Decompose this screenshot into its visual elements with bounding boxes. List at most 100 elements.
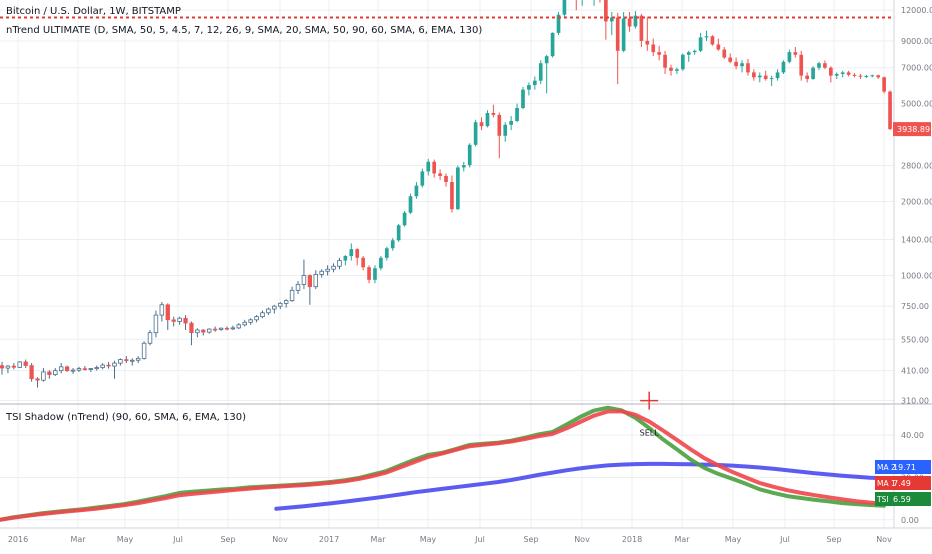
candle-body <box>834 74 839 76</box>
pane-separators <box>0 0 932 529</box>
time-tick-label: Sep <box>523 535 538 544</box>
candle-body <box>686 52 691 55</box>
indicator-title[interactable]: nTrend ULTIMATE (D, SMA, 50, 5, 4.5, 7, … <box>6 25 483 36</box>
candle-body <box>479 122 484 127</box>
time-tick-label: May <box>117 535 134 544</box>
ma1-label: MA 1 <box>877 479 896 488</box>
candle-body <box>787 52 792 62</box>
candle-body <box>124 359 129 362</box>
price-tick-label: 9000.00 <box>901 37 932 46</box>
time-tick-label: Nov <box>574 535 590 544</box>
candle-body <box>82 368 88 370</box>
candle-body <box>379 257 383 269</box>
candle-body <box>343 255 348 261</box>
osc-tick-label: 0.00 <box>901 516 919 525</box>
candle-body <box>106 364 111 367</box>
time-tick-label: Sep <box>826 535 841 544</box>
candle-body <box>177 317 182 322</box>
ma2-value: 19.71 <box>893 463 916 472</box>
candle-body <box>373 268 377 280</box>
ma1-badge <box>875 476 931 490</box>
symbol-title[interactable]: Bitcoin / U.S. Dollar, 1W, BITSTAMP <box>6 6 181 17</box>
candle-body <box>130 359 135 362</box>
time-tick-label: Sep <box>220 535 235 544</box>
sell-label: SELL <box>640 429 660 438</box>
candle-body <box>88 368 94 370</box>
candle-body <box>799 54 804 76</box>
candle-body <box>195 329 200 334</box>
candle-body <box>657 52 661 55</box>
candle-body <box>420 171 425 186</box>
osc-tick-label: 40.00 <box>901 431 924 440</box>
candle-body <box>76 368 82 371</box>
time-tick-label: Jul <box>172 535 183 544</box>
time-tick-label: 2018 <box>622 535 642 544</box>
candle-body <box>544 56 549 64</box>
candle-body <box>651 44 656 53</box>
candle-body <box>396 225 401 241</box>
candle-body <box>728 57 733 62</box>
candle-body <box>556 14 561 33</box>
candle-body <box>645 40 650 45</box>
candle-body <box>604 0 608 22</box>
candle-body <box>538 63 543 81</box>
price-tick-label: 12000.00 <box>901 6 932 15</box>
candle-body <box>272 305 277 310</box>
candle-body <box>710 36 715 45</box>
ma1-line <box>0 409 886 522</box>
price-tick-label: 410.00 <box>901 367 929 376</box>
candle-body <box>319 270 324 275</box>
price-tick-label: 1000.00 <box>901 271 932 280</box>
ma2-line <box>274 461 886 511</box>
ma2-badge <box>875 460 931 474</box>
price-tick-label: 750.00 <box>901 302 929 311</box>
tsi-badge <box>875 492 931 506</box>
candle-body <box>23 361 28 366</box>
candle-body <box>615 17 620 51</box>
candle-body <box>485 113 490 127</box>
candle-body <box>882 77 886 92</box>
candle-body <box>17 361 22 368</box>
candle-body <box>793 52 798 55</box>
time-tick-label: May <box>725 535 742 544</box>
value-badges: 3938.89 MA 219.71 MA 17.49 TSI 6.59 <box>875 122 931 506</box>
candle-body <box>266 308 271 314</box>
candle-body <box>361 257 365 268</box>
candle-body <box>438 173 442 176</box>
candle-body <box>757 75 762 78</box>
candle-body <box>704 36 709 38</box>
candle-body <box>242 321 247 326</box>
price-axis[interactable]: 12000.00 9000.00 7000.00 5000.00 2800.00 2000… <box>901 6 932 405</box>
candle-body <box>11 365 16 368</box>
time-tick-label: Nov <box>876 535 892 544</box>
last-price-badge <box>893 122 931 137</box>
candle-body <box>141 342 147 359</box>
sell-signal: SELL <box>640 391 660 438</box>
price-tick-label: 5000.00 <box>901 100 932 109</box>
time-axis[interactable]: 2016 Mar May Jul Sep Nov 2017 Mar May Jul Sep Nov 20… <box>8 535 892 544</box>
candle-body <box>675 69 679 71</box>
candle-body <box>527 85 531 90</box>
candle-body <box>426 161 431 172</box>
oscillator-title[interactable]: TSI Shadow (nTrend) (90, 60, SMA, 6, EMA… <box>6 412 246 423</box>
candle-body <box>206 328 212 333</box>
candle-body <box>5 365 11 369</box>
candle-body <box>402 212 407 226</box>
candle-body <box>805 75 809 79</box>
candle-body <box>473 122 478 145</box>
candle-body <box>289 289 295 302</box>
price-tick-label: 1400.00 <box>901 236 932 245</box>
candle-body <box>503 124 508 136</box>
candle-body <box>609 17 614 22</box>
candle-body <box>212 328 218 331</box>
candle-body <box>864 75 869 77</box>
candle-body <box>384 248 389 258</box>
candle-body <box>669 67 673 71</box>
candle-body <box>698 37 703 51</box>
tsi-value: 6.59 <box>893 495 911 504</box>
candle-body <box>734 61 738 67</box>
candle-body <box>236 324 242 329</box>
candle-body <box>639 15 644 41</box>
